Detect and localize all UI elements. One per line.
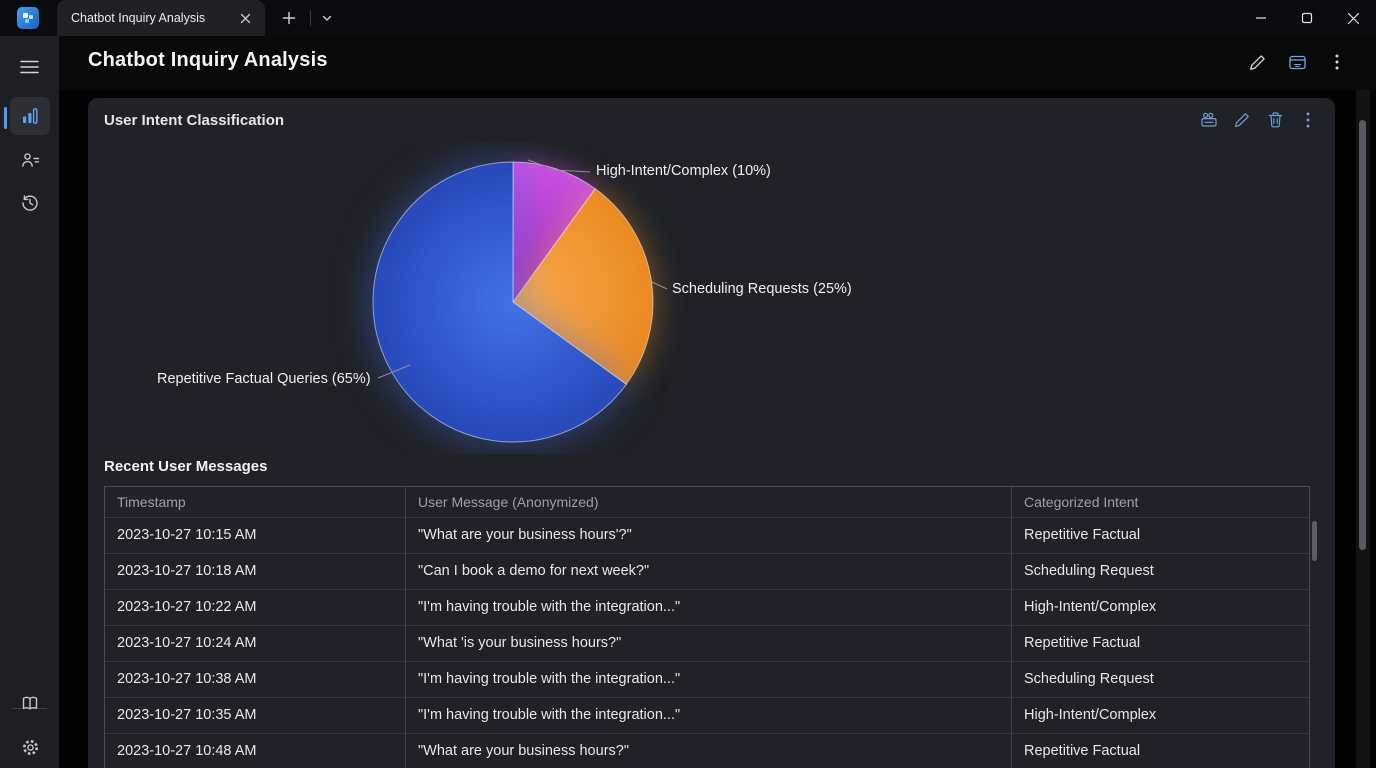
column-header-timestamp: Timestamp	[117, 494, 186, 510]
bar-chart-icon	[21, 107, 39, 125]
tab-title: Chatbot Inquiry Analysis	[71, 11, 206, 25]
messages-table: Timestamp User Message (Anonymized) Cate…	[104, 486, 1310, 768]
cell-intent: Repetitive Factual	[1011, 518, 1311, 553]
pie-label-high-intent: High-Intent/Complex (10%)	[596, 163, 771, 179]
pie-slice-repetitive-factual-queries	[372, 161, 627, 443]
table-row: 2023-10-27 10:22 AM "I'm having trouble w…	[105, 589, 1309, 625]
history-icon	[21, 194, 39, 212]
pie-slice-high-intent-complex	[512, 161, 596, 304]
table-body: 2023-10-27 10:15 AM "What are your busine…	[105, 517, 1309, 768]
pie-label-repetitive: Repetitive Factual Queries (65%)	[157, 371, 371, 387]
trash-icon	[1268, 112, 1283, 128]
table-heading: Recent User Messages	[104, 458, 268, 475]
cell-timestamp: 2023-10-27 10:24 AM	[117, 635, 257, 651]
tab-close-icon[interactable]	[233, 6, 257, 30]
table-row: 2023-10-27 10:24 AM "What 'is your busine…	[105, 625, 1309, 661]
titlebar: Chatbot Inquiry Analysis	[0, 0, 1376, 36]
table-row: 2023-10-27 10:18 AM "Can I book a demo fo…	[105, 553, 1309, 589]
cell-intent: High-Intent/Complex	[1011, 698, 1311, 733]
pie-slice-scheduling-requests	[512, 188, 654, 385]
header-actions	[1242, 47, 1352, 77]
gear-icon	[21, 738, 40, 757]
scrollbar-thumb[interactable]	[1359, 120, 1366, 550]
cell-message: "I'm having trouble with the integration…	[405, 662, 1011, 697]
pie-label-scheduling: Scheduling Requests (25%)	[672, 281, 852, 297]
tab-list-chevron-icon[interactable]	[314, 6, 340, 30]
card-title: User Intent Classification	[104, 112, 285, 129]
cell-timestamp: 2023-10-27 10:15 AM	[117, 527, 257, 543]
cell-timestamp: 2023-10-27 10:35 AM	[117, 707, 257, 723]
sidebar-item-library[interactable]	[10, 684, 50, 722]
cell-message: "What are your business hours'?"	[405, 518, 1011, 553]
more-options-button[interactable]	[1322, 47, 1352, 77]
new-tab-button[interactable]	[276, 6, 302, 30]
column-header-intent: Categorized Intent	[1011, 487, 1311, 517]
minimize-button[interactable]	[1238, 0, 1284, 36]
table-scrollbar-thumb[interactable]	[1312, 521, 1317, 561]
kebab-icon	[1335, 54, 1339, 70]
sidebar	[0, 36, 59, 768]
card-header: User Intent Classification	[88, 98, 1335, 142]
table-row: 2023-10-27 10:48 AM "What are your busine…	[105, 733, 1309, 768]
slideshow-icon	[1200, 112, 1218, 128]
hamburger-icon[interactable]	[11, 50, 48, 84]
edit-card-button[interactable]	[1229, 107, 1255, 133]
close-window-button[interactable]	[1330, 0, 1376, 36]
cell-message: "I'm having trouble with the integration…	[405, 590, 1011, 625]
page-title: Chatbot Inquiry Analysis	[88, 49, 328, 71]
sidebar-item-history[interactable]	[10, 184, 50, 222]
cell-intent: Scheduling Request	[1011, 662, 1311, 697]
user-intent-card: User Intent Classification	[88, 98, 1335, 768]
table-row: 2023-10-27 10:35 AM "I'm having trouble w…	[105, 697, 1309, 733]
cell-message: "Can I book a demo for next week?"	[405, 554, 1011, 589]
app-logo-icon	[17, 7, 39, 29]
window-controls	[1238, 0, 1376, 36]
cell-intent: High-Intent/Complex	[1011, 590, 1311, 625]
pie-callout-line	[651, 281, 668, 290]
kebab-icon	[1306, 112, 1310, 128]
pie-callout-line	[527, 159, 591, 173]
sidebar-item-contacts[interactable]	[10, 141, 50, 179]
cell-timestamp: 2023-10-27 10:18 AM	[117, 563, 257, 579]
browser-frame-icon	[1288, 54, 1307, 71]
slideshow-button[interactable]	[1196, 107, 1222, 133]
tabbar-divider	[310, 10, 311, 26]
pencil-icon	[1249, 54, 1266, 71]
cell-message: "I'm having trouble with the integration…	[405, 698, 1011, 733]
cell-intent: Repetitive Factual	[1011, 734, 1311, 768]
edit-button[interactable]	[1242, 47, 1272, 77]
page-header: Chatbot Inquiry Analysis	[59, 36, 1376, 90]
column-header-message: User Message (Anonymized)	[405, 487, 1011, 517]
cell-intent: Scheduling Request	[1011, 554, 1311, 589]
delete-card-button[interactable]	[1262, 107, 1288, 133]
cell-message: "What 'is your business hours?"	[405, 626, 1011, 661]
maximize-button[interactable]	[1284, 0, 1330, 36]
card-more-options-button[interactable]	[1295, 107, 1321, 133]
open-in-window-button[interactable]	[1282, 47, 1312, 77]
active-nav-indicator	[4, 107, 7, 129]
pie-chart[interactable]: High-Intent/Complex (10%) Scheduling Req…	[88, 142, 1335, 454]
tab-chatbot-inquiry-analysis[interactable]: Chatbot Inquiry Analysis	[57, 0, 265, 36]
cell-timestamp: 2023-10-27 10:48 AM	[117, 743, 257, 759]
cell-timestamp: 2023-10-27 10:22 AM	[117, 599, 257, 615]
pie-callout-line	[377, 364, 411, 379]
person-list-icon	[21, 151, 40, 169]
pencil-icon	[1234, 112, 1250, 128]
card-actions	[1196, 107, 1321, 133]
cell-message: "What are your business hours?"	[405, 734, 1011, 768]
sidebar-item-settings[interactable]	[10, 728, 50, 766]
table-row: 2023-10-27 10:15 AM "What are your busine…	[105, 517, 1309, 553]
table-header: Timestamp User Message (Anonymized) Cate…	[105, 487, 1309, 517]
sidebar-item-analytics[interactable]	[10, 97, 50, 135]
book-icon	[21, 695, 39, 712]
cell-intent: Repetitive Factual	[1011, 626, 1311, 661]
cell-timestamp: 2023-10-27 10:38 AM	[117, 671, 257, 687]
table-row: 2023-10-27 10:38 AM "I'm having trouble w…	[105, 661, 1309, 697]
